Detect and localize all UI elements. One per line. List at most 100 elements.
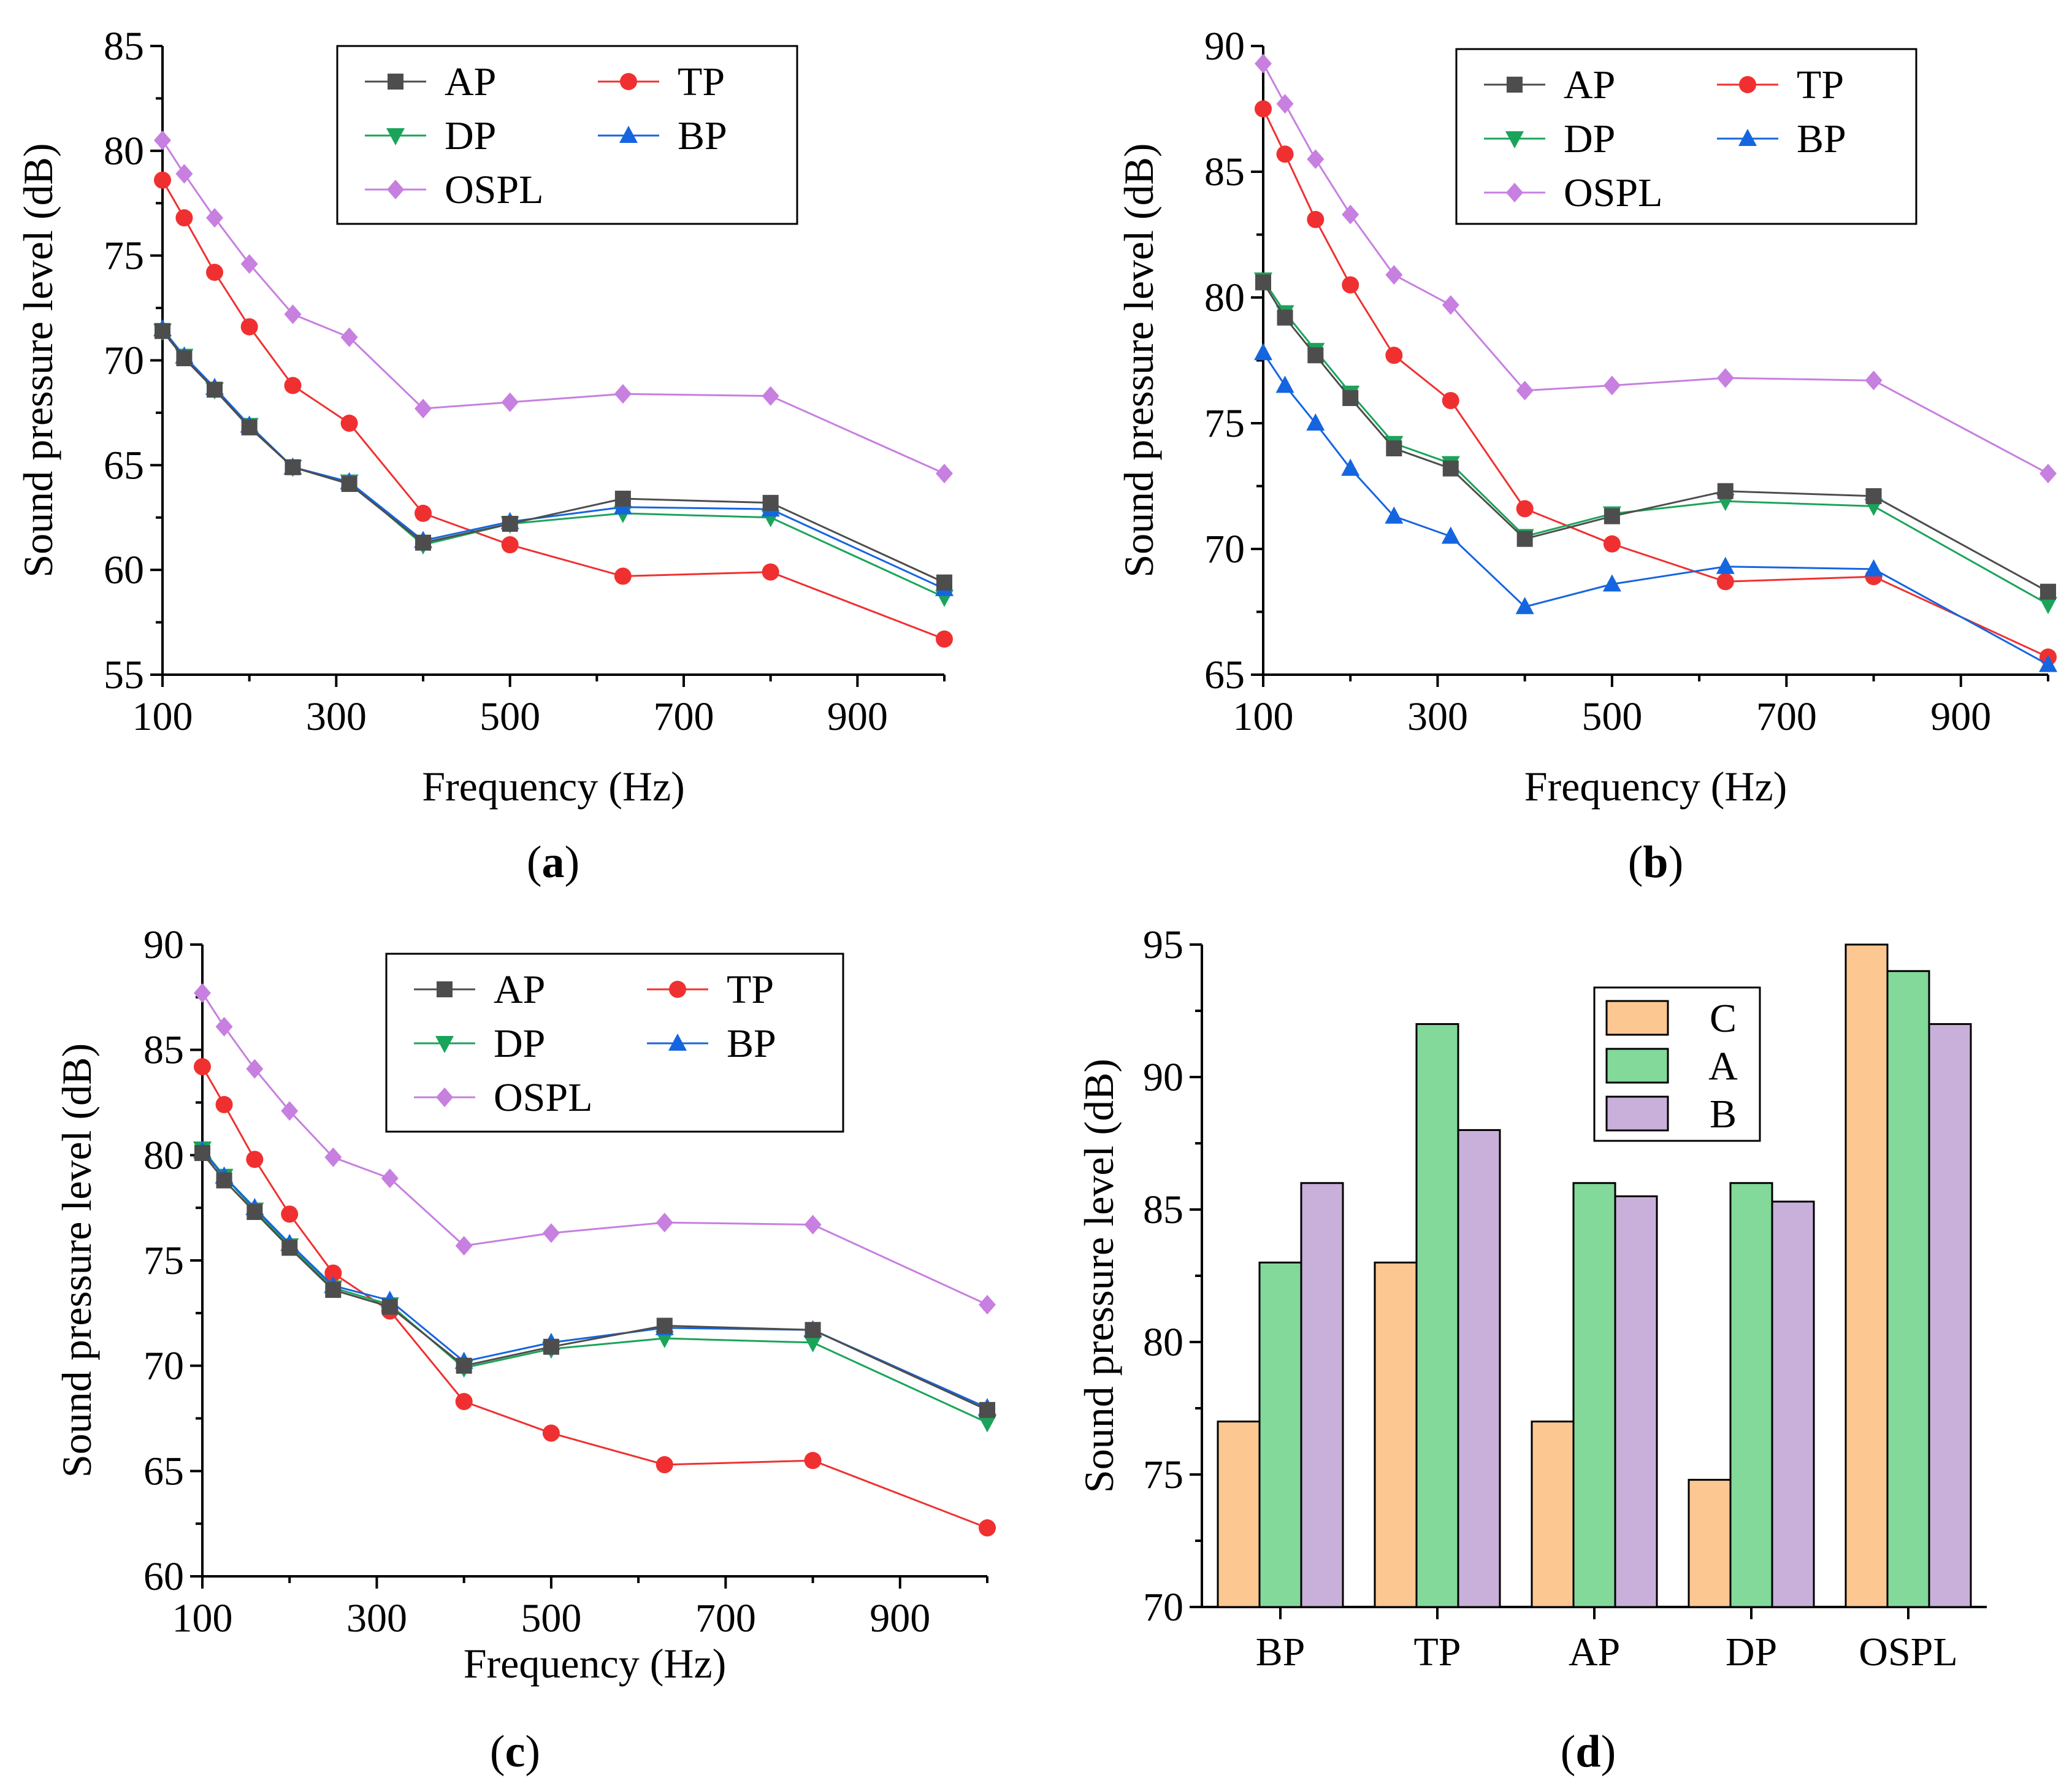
data-point-ospl [340, 327, 358, 347]
legend-swatch-a [1605, 1048, 1669, 1084]
legend: AP TP DP BP OSPL [385, 953, 844, 1133]
data-point-tp [240, 318, 258, 336]
y-tick-label: 90 [1143, 1055, 1183, 1100]
y-tick-label: 70 [1204, 527, 1245, 572]
data-point-ap [656, 1317, 673, 1334]
bar-c-ospl [1845, 943, 1889, 1608]
data-point-tp [979, 1519, 996, 1537]
x-axis-title: Frequency (Hz) [422, 763, 685, 810]
bar-b-dp [1771, 1200, 1815, 1608]
data-point-ap [936, 574, 952, 591]
y-tick-label: 80 [1143, 1320, 1183, 1365]
data-point-ap [1604, 508, 1620, 524]
x-tick-label: 100 [1233, 694, 1294, 739]
data-point-ap [614, 491, 631, 507]
data-point-tp [1276, 145, 1294, 163]
legend-marker-ap [388, 74, 403, 90]
y-tick-label: 85 [1204, 150, 1245, 194]
x-tick-label: 300 [306, 694, 367, 739]
legend-label-ap: AP [1564, 63, 1615, 107]
data-point-ospl [324, 1147, 342, 1167]
y-tick-label: 85 [1143, 1187, 1183, 1232]
data-point-ap [502, 516, 518, 532]
data-point-ap [341, 476, 357, 493]
bar-b-tp [1457, 1129, 1501, 1608]
y-tick-label: 90 [1204, 24, 1245, 69]
legend-label-bp: BP [727, 1021, 776, 1066]
bar-b-ap [1614, 1195, 1658, 1608]
series-line-dp [1262, 279, 2049, 605]
chart-a: 55 60 65 70 75 80 85 Sound pressure level (dB) (… [15, 24, 954, 888]
data-point-tp [340, 415, 358, 432]
data-point-ap [1277, 309, 1293, 326]
data-point-tp [246, 1151, 264, 1168]
data-point-tp [324, 1264, 342, 1282]
y-tick-label: 80 [1204, 275, 1245, 320]
legend-label-tp: TP [678, 59, 725, 104]
y-tick-label: 75 [1204, 401, 1245, 446]
data-point-tp [936, 630, 953, 648]
data-point-ospl [381, 1168, 399, 1189]
data-point-tp [284, 377, 302, 394]
chart-c: 60 65 70 75 80 85 90 Sound pressure level (dB) (… [53, 922, 996, 1777]
y-tick-label: 75 [143, 1238, 184, 1283]
data-point-ap [247, 1204, 263, 1221]
legend: AP TP DP BP OSPL [1455, 48, 1917, 225]
legend-label-a: A [1708, 1044, 1738, 1089]
bar-c-bp [1217, 1421, 1261, 1608]
x-tick-label: TP [1413, 1630, 1461, 1674]
data-point-ap [207, 382, 223, 398]
legend-marker-bp [1738, 129, 1757, 146]
data-point-bp [1385, 506, 1404, 524]
x-tick-label: 900 [827, 694, 888, 739]
legend-label-bp: BP [1797, 117, 1846, 161]
legend-label-dp: DP [494, 1021, 545, 1066]
data-point-dp [2039, 597, 2057, 615]
data-point-tp [1342, 276, 1359, 294]
data-point-ap [194, 1145, 210, 1161]
data-point-ap [285, 459, 301, 475]
x-tick-label: 700 [1756, 694, 1817, 739]
data-point-ap [381, 1298, 398, 1315]
data-point-ospl [415, 399, 432, 419]
y-axis-title: Sound pressure level (dB) [53, 1043, 100, 1478]
bar-a-bp [1258, 1261, 1302, 1608]
legend-frame [1455, 48, 1917, 225]
legend-marker-ospl [387, 180, 404, 199]
data-point-ospl [281, 1101, 299, 1121]
y-tick-label: 60 [104, 548, 144, 593]
series-line-dp [201, 1148, 988, 1424]
series-line-tp [201, 1066, 988, 1529]
data-point-ap [176, 350, 193, 367]
data-point-tp [762, 563, 779, 581]
legend-swatch-b [1605, 1095, 1669, 1132]
y-tick-label: 65 [104, 443, 144, 488]
x-tick-label: 300 [346, 1596, 407, 1641]
bar-c-dp [1688, 1479, 1732, 1608]
data-point-ospl [194, 983, 211, 1003]
y-tick-label: 60 [143, 1554, 184, 1599]
bar-a-dp [1729, 1182, 1773, 1608]
data-point-ospl [284, 304, 302, 324]
y-tick-label: 85 [143, 1028, 184, 1073]
legend-marker-ap [437, 981, 453, 997]
data-point-bp [1306, 413, 1325, 431]
y-axis-title: Sound pressure level (dB) [1115, 143, 1162, 577]
data-point-ospl [1307, 149, 1325, 169]
series-line-tp [161, 179, 945, 640]
x-tick-label: 700 [654, 694, 714, 739]
panel-label: (c) [490, 1727, 540, 1777]
data-point-tp [614, 567, 632, 585]
bar-b-bp [1300, 1182, 1344, 1608]
series-line-ap [201, 1152, 988, 1411]
data-point-bp [1275, 375, 1294, 393]
chart-b: 65 70 75 80 85 90 Sound pressure level (dB) (b)… [1115, 24, 2057, 888]
legend-marker-dp [386, 128, 405, 145]
y-tick-label: 70 [143, 1344, 184, 1389]
bar-a-ap [1572, 1182, 1616, 1608]
y-tick-label: 75 [1143, 1452, 1183, 1497]
legend-marker-tp [620, 73, 637, 90]
y-tick-label: 65 [143, 1449, 184, 1494]
data-point-dp [978, 1415, 996, 1433]
